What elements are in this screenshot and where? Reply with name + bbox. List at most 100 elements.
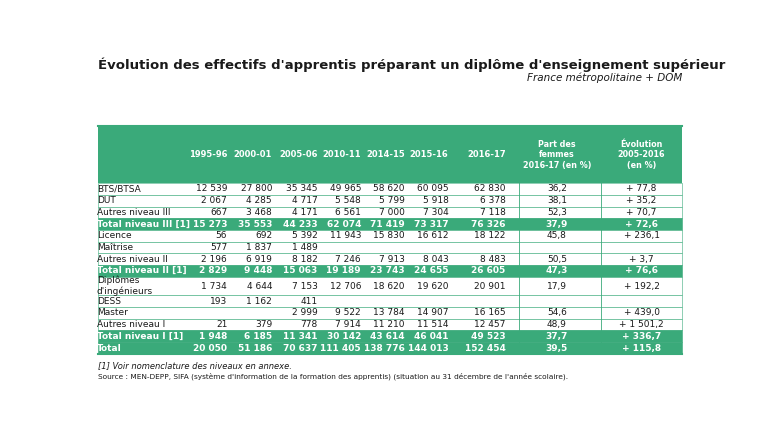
Text: 30 142: 30 142 bbox=[326, 332, 361, 341]
Text: + 192,2: + 192,2 bbox=[623, 281, 660, 291]
Text: 7 118: 7 118 bbox=[479, 208, 505, 217]
Text: 52,3: 52,3 bbox=[547, 208, 567, 217]
Text: 12 706: 12 706 bbox=[330, 281, 361, 291]
Bar bbox=[98, 319, 682, 331]
Text: 48,9: 48,9 bbox=[547, 320, 567, 329]
Text: 24 655: 24 655 bbox=[414, 267, 448, 276]
Text: 49 965: 49 965 bbox=[330, 185, 361, 194]
Text: 76 326: 76 326 bbox=[471, 220, 505, 228]
Text: Autres niveau I: Autres niveau I bbox=[97, 320, 165, 329]
Text: 1 837: 1 837 bbox=[246, 243, 272, 252]
Text: 111 405: 111 405 bbox=[320, 344, 361, 353]
Text: 6 185: 6 185 bbox=[244, 332, 272, 341]
Text: 1 489: 1 489 bbox=[291, 243, 317, 252]
Text: + 70,7: + 70,7 bbox=[626, 208, 657, 217]
Bar bbox=[98, 331, 682, 342]
Text: 778: 778 bbox=[301, 320, 317, 329]
Text: 7 153: 7 153 bbox=[291, 281, 317, 291]
Text: 38,1: 38,1 bbox=[547, 196, 567, 205]
Text: 2015-16: 2015-16 bbox=[409, 150, 448, 159]
Text: 19 189: 19 189 bbox=[326, 267, 361, 276]
Text: 62 830: 62 830 bbox=[474, 185, 505, 194]
Text: 37,9: 37,9 bbox=[546, 220, 568, 228]
Bar bbox=[98, 207, 682, 218]
Text: 411: 411 bbox=[301, 297, 317, 306]
Text: Diplômes
d'ingénieurs: Diplômes d'ingénieurs bbox=[97, 276, 153, 296]
Text: 2 999: 2 999 bbox=[291, 308, 317, 318]
Text: Total niveau II [1]: Total niveau II [1] bbox=[97, 267, 186, 276]
Text: 27 800: 27 800 bbox=[240, 185, 272, 194]
Text: 138 776: 138 776 bbox=[364, 344, 405, 353]
Text: 8 043: 8 043 bbox=[422, 254, 448, 263]
Text: DUT: DUT bbox=[97, 196, 116, 205]
Text: + 1 501,2: + 1 501,2 bbox=[619, 320, 664, 329]
Text: 17,9: 17,9 bbox=[547, 281, 567, 291]
Text: 2 196: 2 196 bbox=[202, 254, 228, 263]
Text: DESS: DESS bbox=[97, 297, 121, 306]
Text: 6 378: 6 378 bbox=[479, 196, 505, 205]
Text: BTS/BTSA: BTS/BTSA bbox=[97, 185, 141, 194]
Text: 152 454: 152 454 bbox=[465, 344, 505, 353]
Bar bbox=[98, 241, 682, 253]
Bar bbox=[98, 295, 682, 307]
Text: 45,8: 45,8 bbox=[547, 231, 567, 240]
Text: 21: 21 bbox=[216, 320, 228, 329]
Text: 62 074: 62 074 bbox=[326, 220, 361, 228]
Text: 11 210: 11 210 bbox=[373, 320, 405, 329]
Text: Évolution
2005-2016
(en %): Évolution 2005-2016 (en %) bbox=[618, 140, 665, 169]
Text: 8 182: 8 182 bbox=[291, 254, 317, 263]
Text: + 77,8: + 77,8 bbox=[626, 185, 657, 194]
Text: 11 341: 11 341 bbox=[283, 332, 317, 341]
Text: Total niveau III [1]: Total niveau III [1] bbox=[97, 220, 190, 228]
Text: 12 457: 12 457 bbox=[474, 320, 505, 329]
Text: 4 285: 4 285 bbox=[247, 196, 272, 205]
Text: 4 717: 4 717 bbox=[291, 196, 317, 205]
Text: 6 561: 6 561 bbox=[336, 208, 361, 217]
Bar bbox=[98, 195, 682, 207]
Text: 20 901: 20 901 bbox=[474, 281, 505, 291]
Text: 7 914: 7 914 bbox=[336, 320, 361, 329]
Text: 11 514: 11 514 bbox=[417, 320, 448, 329]
Text: 5 918: 5 918 bbox=[422, 196, 448, 205]
Text: 44 233: 44 233 bbox=[283, 220, 317, 228]
Bar bbox=[98, 218, 682, 230]
Text: 7 913: 7 913 bbox=[379, 254, 405, 263]
Text: + 439,0: + 439,0 bbox=[623, 308, 660, 318]
Bar bbox=[98, 126, 682, 183]
Text: 39,5: 39,5 bbox=[546, 344, 568, 353]
Text: Évolution des effectifs d'apprentis préparant un diplôme d'enseignement supérieu: Évolution des effectifs d'apprentis prép… bbox=[98, 57, 725, 72]
Text: 18 620: 18 620 bbox=[373, 281, 405, 291]
Text: 51 186: 51 186 bbox=[237, 344, 272, 353]
Text: 667: 667 bbox=[210, 208, 228, 217]
Text: 16 165: 16 165 bbox=[474, 308, 505, 318]
Text: 50,5: 50,5 bbox=[547, 254, 567, 263]
Text: 9 448: 9 448 bbox=[244, 267, 272, 276]
Text: + 72,6: + 72,6 bbox=[625, 220, 658, 228]
Text: + 336,7: + 336,7 bbox=[622, 332, 661, 341]
Text: Maîtrise: Maîtrise bbox=[97, 243, 133, 252]
Text: 2010-11: 2010-11 bbox=[323, 150, 361, 159]
Text: + 35,2: + 35,2 bbox=[626, 196, 657, 205]
Text: 1 734: 1 734 bbox=[202, 281, 228, 291]
Text: + 115,8: + 115,8 bbox=[622, 344, 661, 353]
Text: 2016-17: 2016-17 bbox=[467, 150, 505, 159]
Text: 5 548: 5 548 bbox=[336, 196, 361, 205]
Text: 15 830: 15 830 bbox=[373, 231, 405, 240]
Text: 54,6: 54,6 bbox=[547, 308, 567, 318]
Text: 13 784: 13 784 bbox=[373, 308, 405, 318]
Text: 20 050: 20 050 bbox=[193, 344, 228, 353]
Bar bbox=[98, 253, 682, 265]
Text: 37,7: 37,7 bbox=[546, 332, 568, 341]
Text: 12 539: 12 539 bbox=[196, 185, 228, 194]
Text: + 3,7: + 3,7 bbox=[629, 254, 654, 263]
Text: 193: 193 bbox=[210, 297, 228, 306]
Text: 15 273: 15 273 bbox=[193, 220, 228, 228]
Text: 18 122: 18 122 bbox=[474, 231, 505, 240]
Text: Source : MEN-DEPP, SIFA (système d'information de la formation des apprentis) (s: Source : MEN-DEPP, SIFA (système d'infor… bbox=[98, 373, 568, 380]
Text: 7 000: 7 000 bbox=[379, 208, 405, 217]
Bar bbox=[98, 183, 682, 195]
Text: 58 620: 58 620 bbox=[373, 185, 405, 194]
Text: 1 948: 1 948 bbox=[199, 332, 228, 341]
Text: 2 067: 2 067 bbox=[202, 196, 228, 205]
Text: 73 317: 73 317 bbox=[414, 220, 448, 228]
